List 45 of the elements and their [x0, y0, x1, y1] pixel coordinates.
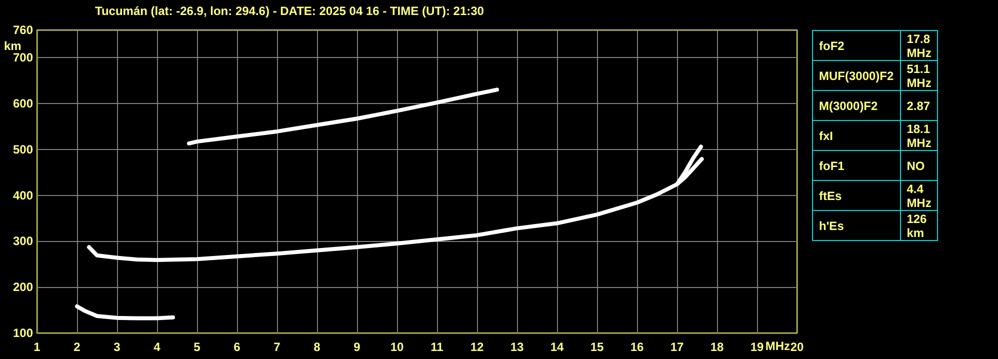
text: ftEs: [812, 180, 900, 210]
text: 17.8 MHz: [900, 30, 938, 60]
text: fxI: [812, 120, 900, 150]
y-tick-label: 500: [12, 142, 34, 156]
x-tick-label: 2: [74, 340, 81, 354]
x-tick-label: 12: [470, 340, 484, 354]
x-tick-label: 7: [274, 340, 281, 354]
x-tick-label: 10: [390, 340, 404, 354]
x-tick-label: 5: [194, 340, 201, 354]
text: 126 km: [900, 210, 938, 240]
text: foF1: [812, 150, 900, 180]
text: h'Es: [812, 210, 900, 240]
text: M(3000)F2: [812, 90, 900, 120]
x-tick-label: 4: [154, 340, 161, 354]
x-tick-label: 16: [630, 340, 644, 354]
chart-title: Tucumán (lat: -26.9, lon: 294.6) - DATE: 2025 04 16 - TIME (UT): 21:30: [95, 4, 484, 18]
y-axis-title: km: [4, 39, 22, 53]
x-tick-label: 1: [34, 340, 41, 354]
y-tick-label: 600: [12, 96, 34, 110]
y-tick-label: 300: [12, 234, 34, 248]
text: 18.1 MHz: [900, 120, 938, 150]
x-tick-label: 17: [670, 340, 684, 354]
x-tick-label: 20: [790, 340, 804, 354]
x-tick-label: 3: [114, 340, 121, 354]
text: 2.87: [900, 90, 938, 120]
x-tick-label: 11: [430, 340, 444, 354]
x-tick-label: 15: [590, 340, 604, 354]
y-tick-label: 100: [12, 326, 34, 340]
x-tick-label: 19: [750, 340, 764, 354]
text: NO: [900, 150, 938, 180]
y-tick-label: 200: [12, 280, 34, 294]
y-tick-label: 760: [12, 23, 34, 37]
x-tick-label: 18: [710, 340, 724, 354]
x-axis-title: MHz: [765, 339, 790, 353]
x-tick-label: 14: [550, 340, 564, 354]
x-tick-label: 9: [354, 340, 361, 354]
text: 4.4 MHz: [900, 180, 938, 210]
x-tick-label: 13: [510, 340, 524, 354]
x-tick-label: 6: [234, 340, 241, 354]
text: foF2: [812, 30, 900, 60]
y-tick-label: 700: [12, 50, 34, 65]
y-tick-label: 400: [12, 188, 34, 202]
text: MUF(3000)F2: [812, 60, 900, 90]
text: 51.1 MHz: [900, 60, 938, 90]
x-tick-label: 8: [314, 340, 321, 354]
